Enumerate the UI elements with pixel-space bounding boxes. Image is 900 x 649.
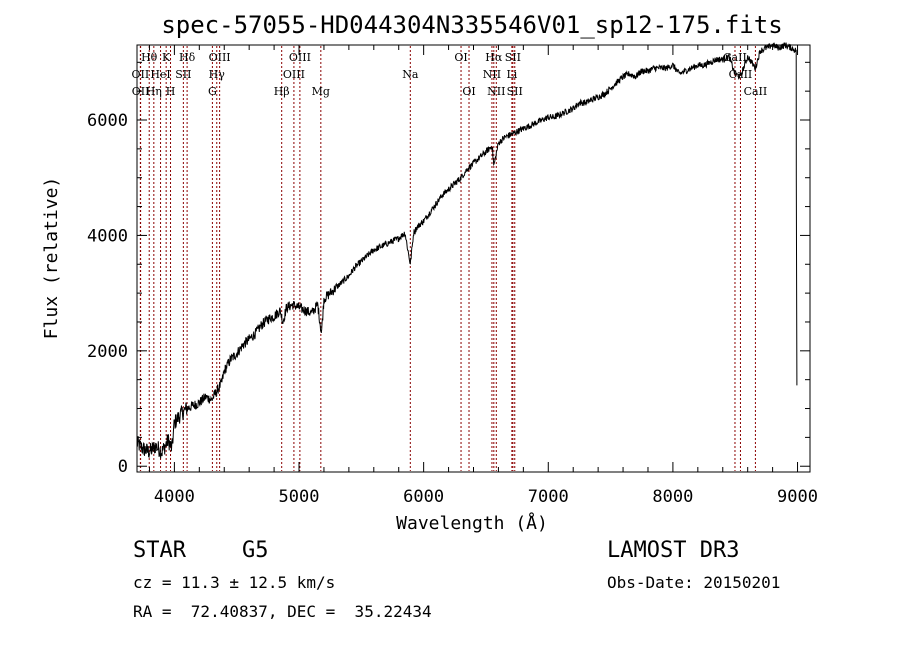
line-marker-label-19: NII [483, 68, 501, 81]
coordinates-text: RA = 72.40837, DEC = 35.22434 [133, 602, 432, 621]
line-marker-label-10: Hγ [209, 68, 226, 81]
subclass-label: G5 [242, 538, 269, 563]
line-marker-label-27: CaII [744, 85, 768, 98]
line-marker-label-0: Hθ [141, 51, 158, 64]
y-axis-ticks: 0 2000 4000 6000 [87, 61, 810, 477]
line-marker-label-15: Mg [312, 85, 330, 98]
x-tick-label-0: 4000 [154, 487, 195, 507]
line-marker-label-1: OII [132, 68, 150, 81]
line-marker-label-7: SII [175, 68, 191, 81]
survey-label: LAMOST DR3 [607, 538, 740, 563]
line-marker-label-14: OIII [289, 51, 311, 64]
class-label: STAR [133, 538, 186, 563]
redshift-text: cz = 11.3 ± 12.5 km/s [133, 573, 336, 592]
x-tick-label-1: 5000 [279, 487, 320, 507]
y-axis-label: Flux (relative) [41, 177, 62, 340]
x-axis-label: Wavelength (Å) [396, 512, 548, 534]
line-marker-label-9: OIII [209, 51, 231, 64]
line-marker-label-12: Hβ [274, 85, 290, 98]
line-marker-label-8: Hδ [179, 51, 196, 64]
y-tick-label-3: 6000 [87, 111, 128, 131]
line-marker-label-6: H [166, 85, 176, 98]
y-tick-label-0: 0 [118, 457, 128, 477]
line-marker-label-16: Na [402, 68, 419, 81]
line-marker-label-4: HeI [150, 68, 170, 81]
line-marker-label-23: Li [506, 68, 517, 81]
x-tick-label-4: 8000 [652, 487, 693, 507]
x-tick-label-5: 9000 [777, 487, 818, 507]
y-tick-label-1: 2000 [87, 342, 128, 362]
line-marker-label-22: SII [505, 51, 521, 64]
y-tick-label-2: 4000 [87, 226, 128, 246]
chart-title: spec-57055-HD044304N335546V01_sp12-175.f… [161, 11, 782, 39]
obs-date-text: Obs-Date: 20150201 [607, 573, 781, 592]
line-marker-label-18: OI [462, 85, 475, 98]
line-marker-label-20: Hα [485, 51, 503, 64]
x-tick-label-3: 7000 [528, 487, 569, 507]
line-marker-label-17: OI [454, 51, 467, 64]
plot-frame [136, 44, 811, 473]
spectral-line-markers [139, 46, 756, 471]
x-axis-ticks: 4000 5000 6000 7000 8000 9000 [148, 45, 818, 507]
line-marker-label-13: OIII [283, 68, 305, 81]
line-marker-label-5: K [162, 51, 171, 64]
spectrum-line [136, 42, 798, 459]
line-marker-label-11: G [208, 85, 217, 98]
x-tick-label-2: 6000 [403, 487, 444, 507]
line-marker-label-21: NII [487, 85, 505, 98]
line-marker-label-24: SII [507, 85, 523, 98]
line-marker-label-3: Hη [146, 85, 162, 98]
